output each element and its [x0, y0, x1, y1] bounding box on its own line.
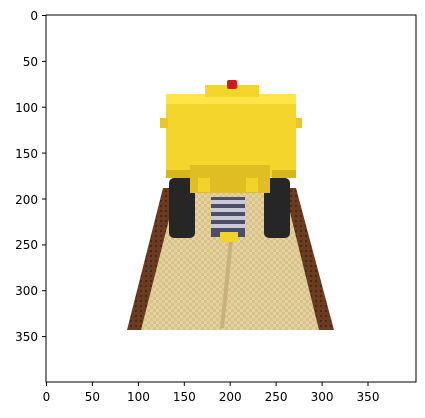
y-tick-label: 150 — [15, 147, 38, 161]
y-tick-label: 50 — [23, 55, 38, 69]
y-tick-label: 250 — [15, 238, 38, 252]
bulldozer-blade — [160, 85, 302, 193]
x-tick-label: 350 — [357, 390, 380, 404]
left-tread — [127, 188, 177, 330]
left-tire — [169, 178, 195, 238]
x-tick-label: 0 — [43, 390, 51, 404]
warning-light — [227, 80, 237, 89]
y-axis: 0 50 100 150 200 250 300 350 — [15, 9, 46, 344]
x-axis: 0 50 100 150 200 250 300 350 — [43, 382, 380, 404]
right-tread — [284, 188, 334, 330]
x-tick-label: 250 — [265, 390, 288, 404]
x-tick-label: 200 — [219, 390, 242, 404]
photo — [46, 15, 416, 382]
mat-seam — [220, 239, 233, 329]
y-tick-label: 100 — [15, 101, 38, 115]
y-tick-label: 350 — [15, 330, 38, 344]
right-tire — [264, 178, 290, 238]
x-tick-label: 150 — [173, 390, 196, 404]
x-tick-label: 50 — [85, 390, 100, 404]
x-tick-label: 300 — [311, 390, 334, 404]
y-tick-label: 200 — [15, 193, 38, 207]
center-axle — [211, 197, 245, 242]
y-tick-label: 0 — [30, 9, 38, 23]
y-tick-label: 300 — [15, 284, 38, 298]
x-tick-label: 100 — [127, 390, 150, 404]
